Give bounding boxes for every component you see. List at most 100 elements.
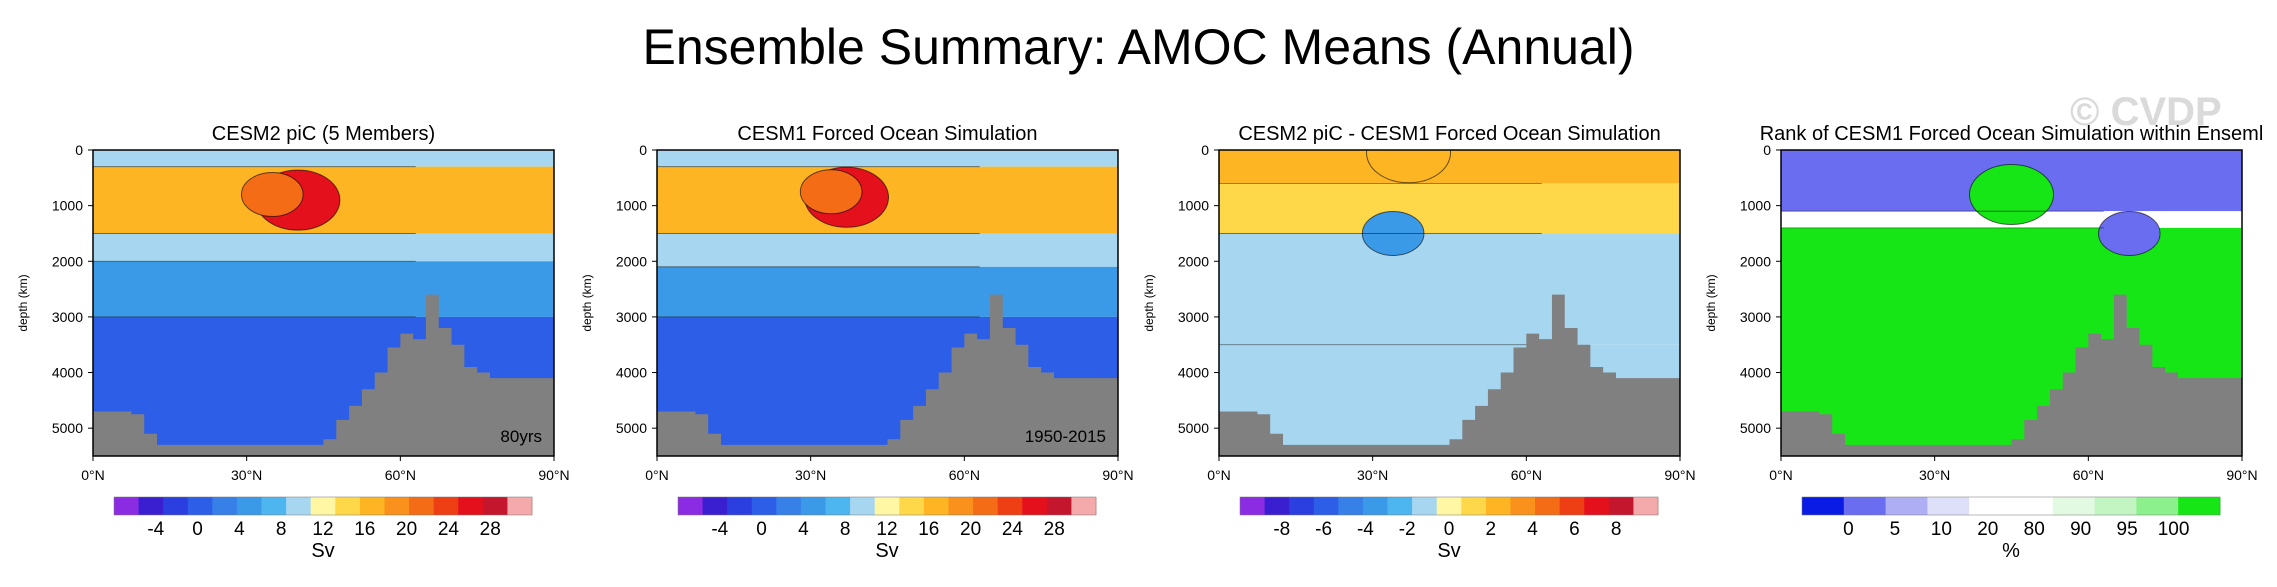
colorbar-swatch xyxy=(1485,497,1511,515)
colorbar-swatch xyxy=(1802,497,1845,515)
bathymetry xyxy=(1219,294,1680,456)
colorbar-tick-label: 5 xyxy=(1890,519,1901,540)
plot-frame xyxy=(92,149,555,457)
colorbar-tick-label: 6 xyxy=(1569,519,1580,540)
y-tick-label: 2000 xyxy=(52,253,83,269)
colorbar-swatch xyxy=(1338,497,1364,515)
x-tick-label: 60°N xyxy=(2073,467,2104,483)
colorbar-tick-label: -8 xyxy=(1273,519,1290,540)
colorbar-swatch xyxy=(997,497,1023,515)
colorbar-tick-label: 12 xyxy=(876,519,897,540)
x-tick-label: 60°N xyxy=(949,467,980,483)
colorbar-swatch xyxy=(727,497,753,515)
colorbar-tick-label: 20 xyxy=(960,519,981,540)
x-tick-label: 0°N xyxy=(81,467,105,483)
y-tick-label: 4000 xyxy=(52,365,83,381)
colorbar-unit: % xyxy=(2002,540,2020,562)
colorbar-tick-label: 24 xyxy=(438,519,460,540)
colorbar-tick-label: -4 xyxy=(1357,519,1374,540)
colorbar-swatch xyxy=(1313,497,1339,515)
colorbar-swatch xyxy=(212,497,238,515)
y-tick-label: 5000 xyxy=(1740,420,1771,436)
colorbar-tick-label: 28 xyxy=(1044,519,1065,540)
x-tick-label: 30°N xyxy=(1919,467,1950,483)
amoc-panel-3: CESM2 piC - CESM1 Forced Ocean Simulatio… xyxy=(1142,123,1696,562)
colorbar-tick-label: 4 xyxy=(234,519,245,540)
y-tick-label: 0 xyxy=(1201,142,1209,158)
y-tick-label: 0 xyxy=(75,142,83,158)
field-band xyxy=(1219,233,1680,345)
bathymetry xyxy=(93,294,554,456)
colorbar-swatch xyxy=(1559,497,1585,515)
colorbar-swatch xyxy=(678,497,704,515)
colorbar-tick-label: 24 xyxy=(1002,519,1024,540)
colorbar-tick-label: 90 xyxy=(2070,519,2091,540)
field-band xyxy=(657,150,1118,167)
colorbar-swatch xyxy=(1535,497,1561,515)
y-tick-label: 2000 xyxy=(1178,253,1209,269)
colorbar-swatch xyxy=(2178,497,2221,515)
colorbar-swatch xyxy=(1071,497,1097,515)
colorbar-tick-label: -2 xyxy=(1399,519,1416,540)
colorbar-swatch xyxy=(1843,497,1887,515)
colorbar-unit: Sv xyxy=(875,540,898,562)
colorbar-swatch xyxy=(825,497,851,515)
colorbar-swatch xyxy=(359,497,385,515)
colorbar-tick-label: 2 xyxy=(1486,519,1497,540)
colorbar-tick-label: 16 xyxy=(354,519,375,540)
period-annotation: 1950-2015 xyxy=(1025,427,1106,446)
colorbar-swatch xyxy=(1362,497,1389,515)
colorbar-swatch xyxy=(1927,497,1970,515)
colorbar-swatch xyxy=(310,497,336,515)
colorbar-swatch xyxy=(1461,497,1487,515)
panel-title: CESM2 piC - CESM1 Forced Ocean Simulatio… xyxy=(1238,123,1660,145)
colorbar-swatch xyxy=(1436,497,1462,515)
colorbar-swatch xyxy=(2011,497,2054,515)
field-band xyxy=(93,261,554,317)
colorbar-swatch xyxy=(261,497,287,515)
colorbar-swatch xyxy=(2094,497,2137,515)
colorbar-swatch xyxy=(973,497,999,515)
colorbar-swatch xyxy=(138,497,164,515)
colorbar-tick-label: 8 xyxy=(1611,519,1622,540)
field-band xyxy=(657,266,1118,317)
y-axis-label: depth (km) xyxy=(580,274,594,331)
field-band xyxy=(657,233,1118,267)
colorbar-tick-label: 100 xyxy=(2158,519,2190,540)
x-tick-label: 30°N xyxy=(795,467,826,483)
colorbar-swatch xyxy=(923,497,949,515)
y-tick-label: 4000 xyxy=(1178,365,1209,381)
colorbar-swatch xyxy=(236,497,263,515)
y-tick-label: 5000 xyxy=(52,420,83,436)
y-axis-label: depth (km) xyxy=(16,274,30,331)
colorbar-tick-label: 20 xyxy=(396,519,417,540)
colorbar-frame xyxy=(1801,496,2221,516)
y-tick-label: 1000 xyxy=(1178,198,1209,214)
colorbar-swatch xyxy=(1046,497,1072,515)
panel-title: Rank of CESM1 Forced Ocean Simulation wi… xyxy=(1760,123,2264,145)
colorbar-tick-label: 10 xyxy=(1931,519,1952,540)
colorbar-tick-label: 8 xyxy=(276,519,287,540)
y-tick-label: 0 xyxy=(1763,142,1771,158)
colorbar-tick-label: 0 xyxy=(192,519,203,540)
colorbar-swatch xyxy=(1584,497,1610,515)
colorbar-swatch xyxy=(1633,497,1659,515)
colorbar-swatch xyxy=(1387,497,1413,515)
field-peak xyxy=(1969,164,2054,226)
field-band xyxy=(93,233,554,262)
x-tick-label: 90°N xyxy=(1664,467,1695,483)
colorbar-tick-label: 12 xyxy=(312,519,333,540)
colorbar-tick-label: 95 xyxy=(2117,519,2138,540)
colorbar-swatch xyxy=(1412,497,1438,515)
period-annotation: 80yrs xyxy=(500,427,542,446)
colorbar-swatch xyxy=(1022,497,1048,515)
colorbar-tick-label: 0 xyxy=(756,519,767,540)
colorbar-tick-label: 0 xyxy=(1843,519,1854,540)
panel-title: CESM1 Forced Ocean Simulation xyxy=(737,123,1037,145)
panel-title: CESM2 piC (5 Members) xyxy=(212,123,435,145)
colorbar-swatch xyxy=(800,497,827,515)
colorbar-tick-label: -6 xyxy=(1315,519,1332,540)
colorbar-swatch xyxy=(874,497,900,515)
colorbar-swatch xyxy=(1240,497,1266,515)
